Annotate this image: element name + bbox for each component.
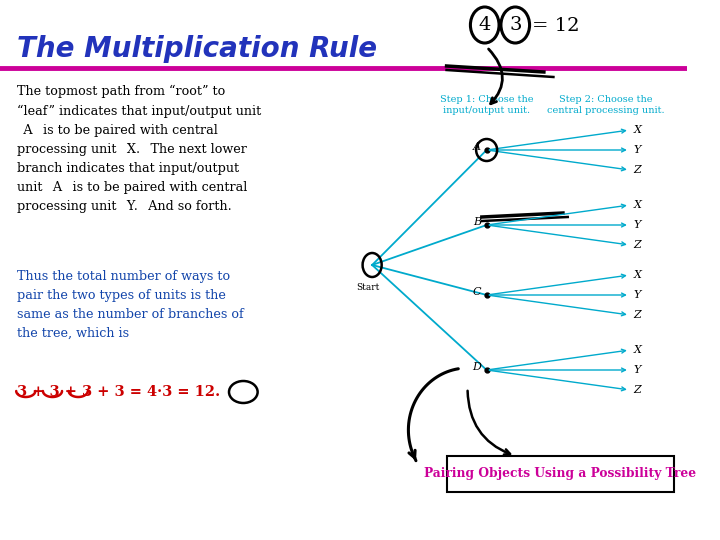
Text: Step 2: Choose the
central processing unit.: Step 2: Choose the central processing un… (547, 95, 665, 115)
Text: 3: 3 (509, 16, 521, 34)
Text: X: X (634, 125, 642, 135)
Text: Step 1: Choose the
input/output unit.: Step 1: Choose the input/output unit. (440, 95, 534, 115)
Text: The topmost path from “root” to
“leaf” indicates that input/output unit
 A  is t: The topmost path from “root” to “leaf” i… (17, 85, 261, 213)
FancyBboxPatch shape (446, 456, 674, 492)
Text: Z: Z (634, 240, 642, 250)
Text: Y: Y (634, 290, 641, 300)
Text: Z: Z (634, 165, 642, 175)
Text: A: A (473, 142, 481, 152)
Text: Z: Z (634, 310, 642, 320)
Text: X: X (634, 200, 642, 210)
Text: X: X (634, 345, 642, 355)
Text: The Multiplication Rule: The Multiplication Rule (17, 35, 377, 63)
Text: = 12: = 12 (532, 17, 580, 35)
Text: Y: Y (634, 145, 641, 155)
Text: Pairing Objects Using a Possibility Tree: Pairing Objects Using a Possibility Tree (424, 468, 696, 481)
Text: Start: Start (356, 283, 380, 292)
Text: 4: 4 (479, 16, 491, 34)
Text: X: X (634, 270, 642, 280)
Text: D: D (472, 362, 481, 372)
Text: 3 + 3 + 3 + 3 = 4·3 = 12.: 3 + 3 + 3 + 3 = 4·3 = 12. (17, 385, 220, 399)
Text: Y: Y (634, 365, 641, 375)
Text: C: C (472, 287, 481, 297)
Text: B: B (473, 217, 481, 227)
Text: Z: Z (634, 385, 642, 395)
Text: Y: Y (634, 220, 641, 230)
Text: Thus the total number of ways to
pair the two types of units is the
same as the : Thus the total number of ways to pair th… (17, 270, 244, 340)
